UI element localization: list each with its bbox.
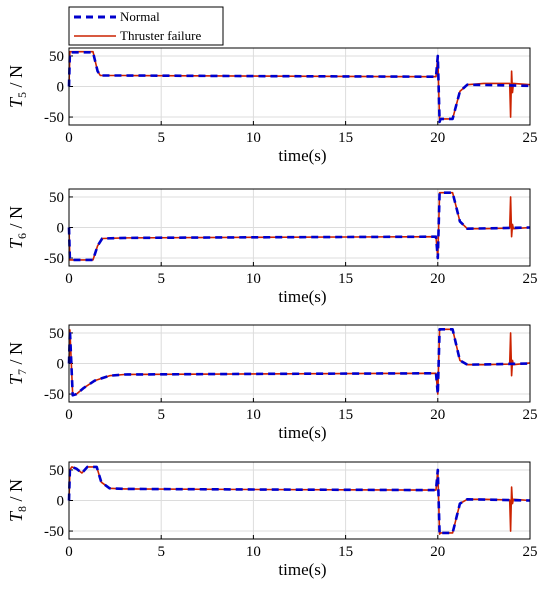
x-tick-label: 25 [523, 130, 538, 146]
series-line-normal [67, 191, 531, 262]
y-tick-label: -50 [44, 387, 64, 403]
x-tick-label: 15 [338, 544, 353, 560]
plot-frame [68, 47, 531, 126]
plot-frame [68, 461, 531, 540]
x-tick-label: 15 [338, 271, 353, 287]
y-tick-label: -50 [44, 110, 64, 126]
series-line-normal [67, 465, 531, 536]
x-tick-label: 0 [65, 130, 73, 146]
x-tick-label: 5 [157, 130, 165, 146]
y-tick-label: -50 [44, 524, 64, 540]
x-tick-label: 15 [338, 130, 353, 146]
legend-label-thruster-failure: Thruster failure [120, 28, 201, 43]
legend-box [68, 6, 224, 46]
x-tick-label: 5 [157, 407, 165, 423]
x-tick-label: 25 [523, 544, 538, 560]
y-tick-label: 50 [49, 326, 64, 342]
x-tick-label: 10 [246, 130, 261, 146]
x-tick-label: 10 [246, 271, 261, 287]
series-line-normal [67, 50, 531, 124]
x-tick-label: 20 [430, 130, 445, 146]
y-tick-label: 50 [49, 463, 64, 479]
x-tick-label: 5 [157, 544, 165, 560]
y-tick-label: 0 [57, 357, 65, 373]
y-tick-label: 50 [49, 49, 64, 65]
x-axis-label: time(s) [278, 287, 326, 306]
x-tick-label: 20 [430, 271, 445, 287]
x-tick-label: 15 [338, 407, 353, 423]
plot-frame [68, 324, 531, 403]
x-tick-label: 0 [65, 407, 73, 423]
y-tick-label: 0 [57, 221, 65, 237]
x-tick-label: 10 [246, 544, 261, 560]
plot-frame [68, 188, 531, 267]
y-tick-label: 0 [57, 494, 65, 510]
x-axis-label: time(s) [278, 560, 326, 579]
y-axis-label: T8 / N [6, 479, 29, 522]
y-tick-label: 0 [57, 80, 65, 96]
x-tick-label: 5 [157, 271, 165, 287]
legend: Normal Thruster failure [68, 6, 224, 46]
x-tick-label: 25 [523, 407, 538, 423]
x-tick-label: 20 [430, 544, 445, 560]
y-axis-label: T7 / N [6, 342, 29, 385]
x-tick-label: 20 [430, 407, 445, 423]
x-tick-label: 10 [246, 407, 261, 423]
legend-label-normal: Normal [120, 9, 160, 24]
x-tick-label: 0 [65, 544, 73, 560]
x-axis-label: time(s) [278, 423, 326, 442]
y-tick-label: -50 [44, 251, 64, 267]
y-axis-label: T5 / N [6, 65, 29, 108]
y-tick-label: 50 [49, 190, 64, 206]
x-tick-label: 25 [523, 271, 538, 287]
x-axis-label: time(s) [278, 146, 326, 165]
y-axis-label: T6 / N [6, 206, 29, 249]
series-line-normal [67, 327, 531, 397]
x-tick-label: 0 [65, 271, 73, 287]
